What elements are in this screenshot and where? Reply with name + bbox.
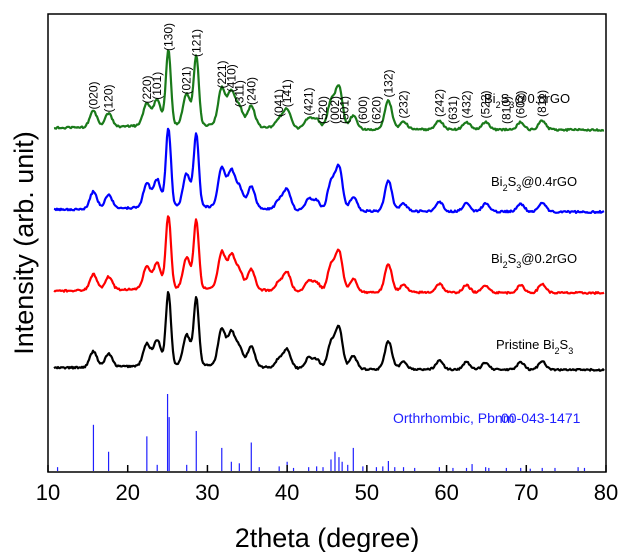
miller-index-label: (620)	[369, 96, 383, 124]
miller-index-label: (520)	[316, 96, 330, 124]
miller-index-label: (602)	[514, 90, 528, 118]
miller-index-label: (522)	[479, 90, 493, 118]
miller-index-label: (220)	[140, 75, 154, 103]
x-tick-label: 70	[514, 480, 538, 505]
series-label-part: 3	[516, 183, 521, 193]
series-label-part: 2	[496, 100, 501, 110]
x-axis-ticks: 10 20 30 40 50 60 70 80	[36, 465, 618, 505]
x-tick-label: 60	[434, 480, 458, 505]
miller-index-label: (101)	[150, 72, 164, 100]
miller-index-label: (130)	[161, 23, 175, 51]
miller-index-label: (810)	[499, 96, 513, 124]
series-label-part: S	[508, 174, 517, 189]
series-label-part: @0.8rGO	[514, 91, 570, 106]
series-label-part: S	[560, 337, 569, 352]
x-tick-label: 50	[355, 480, 379, 505]
x-axis-title: 2theta (degree)	[235, 523, 420, 552]
x-tick-label: 30	[195, 480, 219, 505]
series-label: Bi2S3@0.8rGO	[484, 91, 570, 110]
miller-index-label: (631)	[446, 96, 460, 124]
x-tick-label: 20	[115, 480, 139, 505]
miller-index-label: (132)	[381, 69, 395, 97]
miller-index-label: (240)	[244, 77, 258, 105]
series-label-part: 2	[503, 260, 508, 270]
plot-frame	[47, 13, 607, 473]
trace-line	[53, 49, 605, 132]
trace-line	[53, 291, 605, 372]
series-label-part: 2	[555, 346, 560, 356]
series-label: Bi2S3@0.2rGO	[491, 251, 577, 270]
trace-line	[53, 127, 605, 214]
reference-card: 00-043-1471	[501, 410, 581, 426]
miller-index-label: (600)	[356, 96, 370, 124]
miller-index-label: (811)	[535, 90, 549, 117]
reference-label: Orthrhombic, Pbnm	[393, 410, 514, 426]
series-label: Bi2S3@0.4rGO	[491, 174, 577, 193]
miller-index-label: (020)	[86, 81, 100, 109]
x-tick-label: 80	[594, 480, 618, 505]
miller-index-label: (121)	[189, 29, 203, 57]
series-label-part: 3	[509, 100, 514, 110]
series-label-part: S	[501, 91, 510, 106]
miller-index-label: (432)	[460, 90, 474, 118]
miller-index-label: (410)	[224, 64, 238, 92]
miller-index-label: (311)	[232, 80, 246, 107]
miller-index-label: (041)	[272, 89, 286, 117]
miller-index-label: (501)	[338, 96, 352, 124]
x-tick-label: 40	[275, 480, 299, 505]
miller-index-label: (120)	[102, 84, 116, 112]
miller-index-label: (002)	[328, 96, 342, 124]
miller-index-label: (221)	[215, 60, 229, 88]
series-label-part: 2	[503, 183, 508, 193]
series-labels: Pristine Bi2S3Bi2S3@0.2rGOBi2S3@0.4rGOBi…	[484, 91, 577, 356]
xrd-traces	[53, 49, 605, 372]
miller-index-label: (242)	[432, 89, 446, 117]
miller-index-label: (141)	[280, 79, 294, 107]
series-label: Pristine Bi2S3	[496, 337, 573, 356]
x-tick-label: 10	[36, 480, 60, 505]
series-label-part: @0.2rGO	[521, 251, 577, 266]
y-axis-title: Intensity (arb. unit)	[9, 131, 39, 355]
miller-index-label: (421)	[302, 87, 316, 115]
series-label-part: @0.4rGO	[521, 174, 577, 189]
reference-pattern	[56, 394, 586, 471]
series-label-part: Bi	[491, 174, 503, 189]
series-label-part: Bi	[491, 251, 503, 266]
series-label-part: 3	[568, 346, 573, 356]
series-label-part: S	[508, 251, 517, 266]
miller-index-labels: (020) (120) (220)(101) (130) (021) (121) (221)…	[86, 23, 549, 124]
trace-line	[53, 215, 605, 295]
miller-index-label: (232)	[397, 90, 411, 118]
series-label-part: Pristine Bi	[496, 337, 555, 352]
miller-index-label: (021)	[180, 66, 194, 94]
series-label-part: 3	[516, 260, 521, 270]
series-label-part: Bi	[484, 91, 496, 106]
